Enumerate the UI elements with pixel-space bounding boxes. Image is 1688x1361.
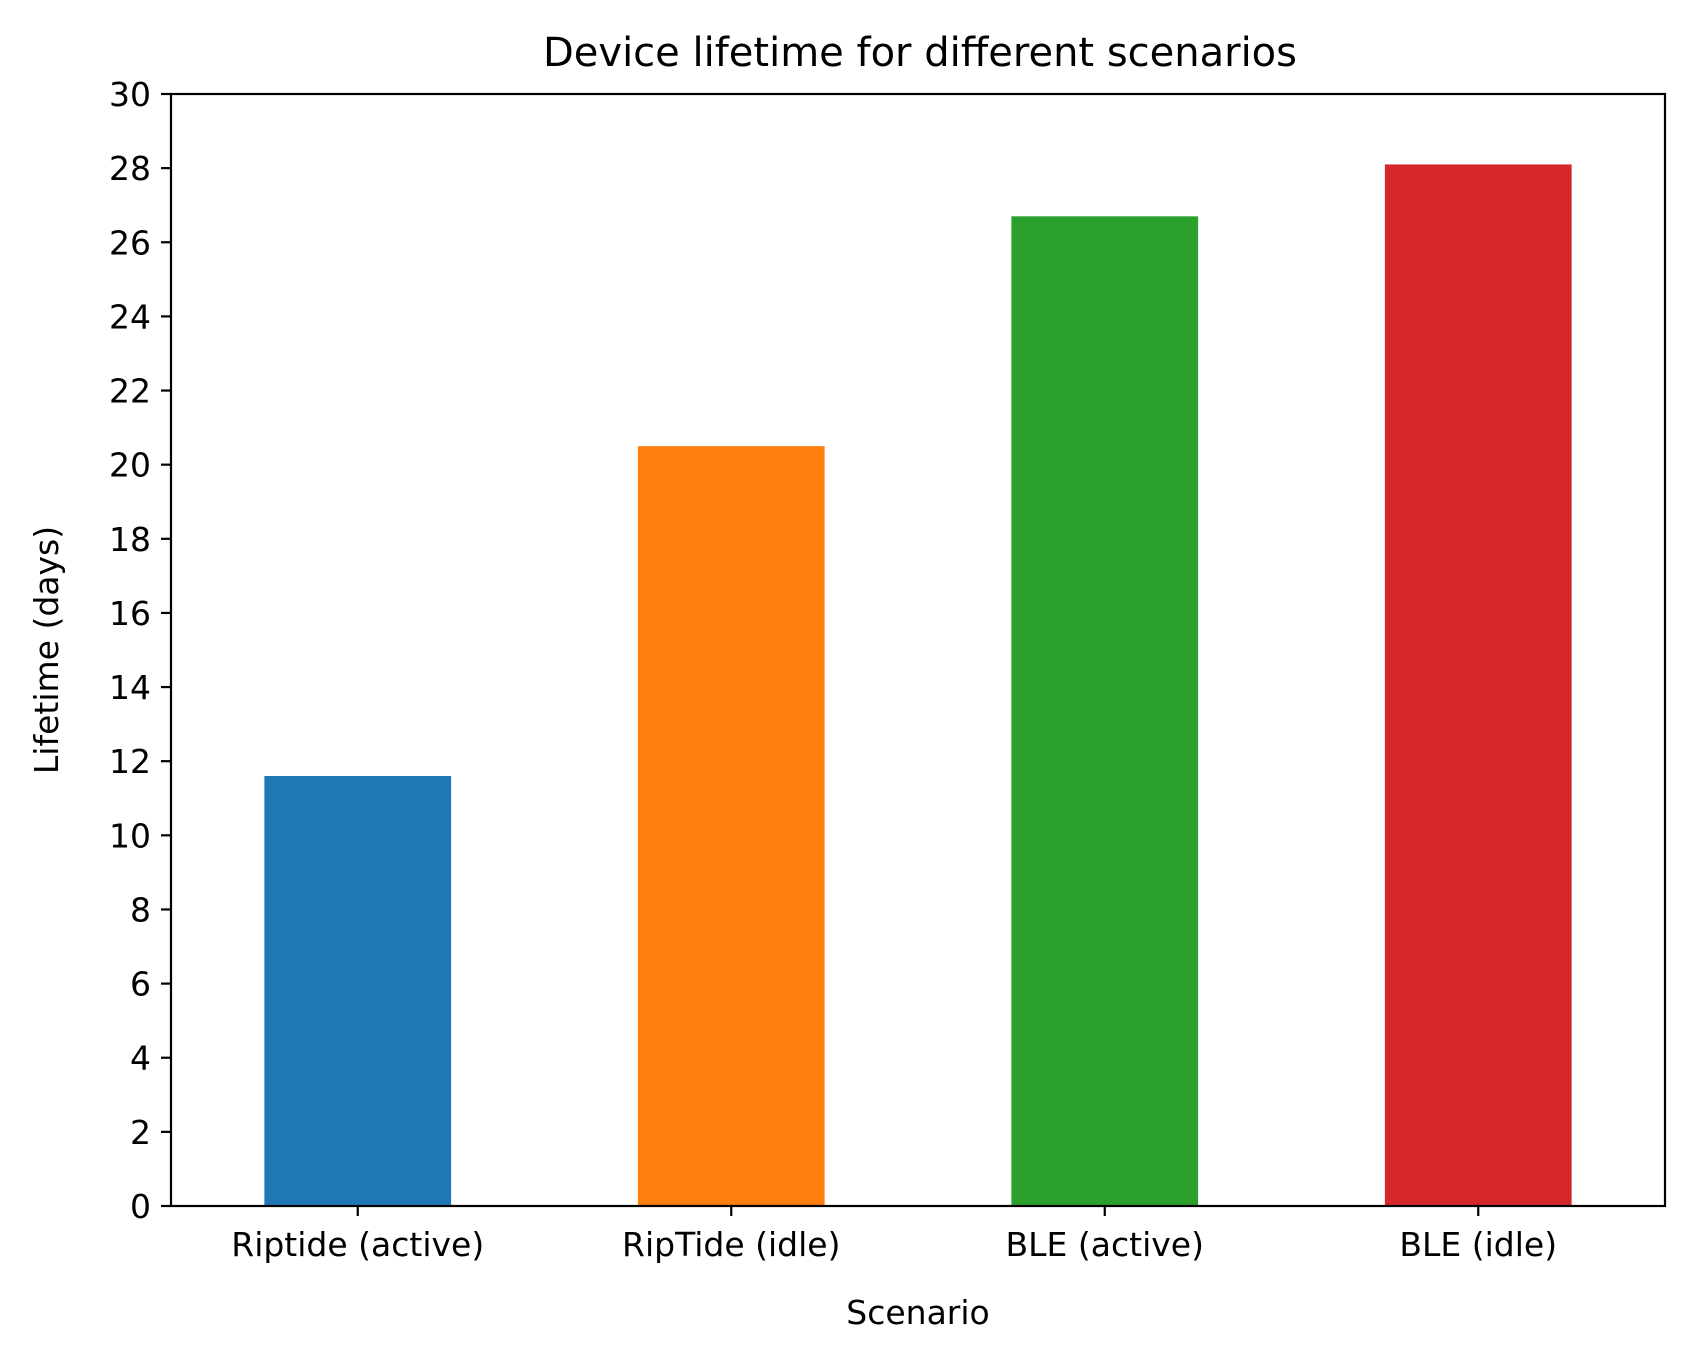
y-tick-label: 6: [130, 965, 151, 1004]
y-tick-label: 30: [109, 75, 151, 114]
y-axis-label: Lifetime (days): [27, 526, 66, 774]
y-tick-label: 2: [130, 1113, 151, 1152]
y-tick-label: 0: [130, 1187, 151, 1226]
y-tick-label: 22: [109, 372, 151, 411]
x-axis-label: Scenario: [846, 1293, 989, 1332]
x-tick-label: Riptide (active): [231, 1225, 484, 1264]
bar-3: [1011, 216, 1199, 1206]
x-axis: Riptide (active) RipTide (idle) BLE (activ…: [231, 1206, 1557, 1264]
y-tick-label: 14: [109, 668, 151, 707]
y-tick-label: 12: [109, 742, 151, 781]
y-tick-label: 28: [109, 149, 151, 188]
x-tick-label: BLE (idle): [1399, 1225, 1557, 1264]
y-tick-label: 24: [109, 297, 151, 336]
x-tick-label: BLE (active): [1006, 1225, 1204, 1264]
y-tick-label: 10: [109, 816, 151, 855]
y-tick-label: 16: [109, 594, 151, 633]
y-tick-label: 26: [109, 223, 151, 262]
x-tick-label: RipTide (idle): [622, 1225, 840, 1264]
plot-frame: [169, 92, 1667, 1208]
bar-4: [1384, 164, 1572, 1207]
y-tick-label: 18: [109, 520, 151, 559]
y-tick-label: 20: [109, 446, 151, 485]
chart-title: Device lifetime for different scenarios: [543, 30, 1297, 76]
y-tick-label: 8: [130, 890, 151, 929]
y-tick-label: 4: [130, 1039, 151, 1078]
bar-2: [637, 446, 825, 1207]
bar-1: [264, 776, 452, 1206]
bars-layer: [264, 164, 1572, 1207]
